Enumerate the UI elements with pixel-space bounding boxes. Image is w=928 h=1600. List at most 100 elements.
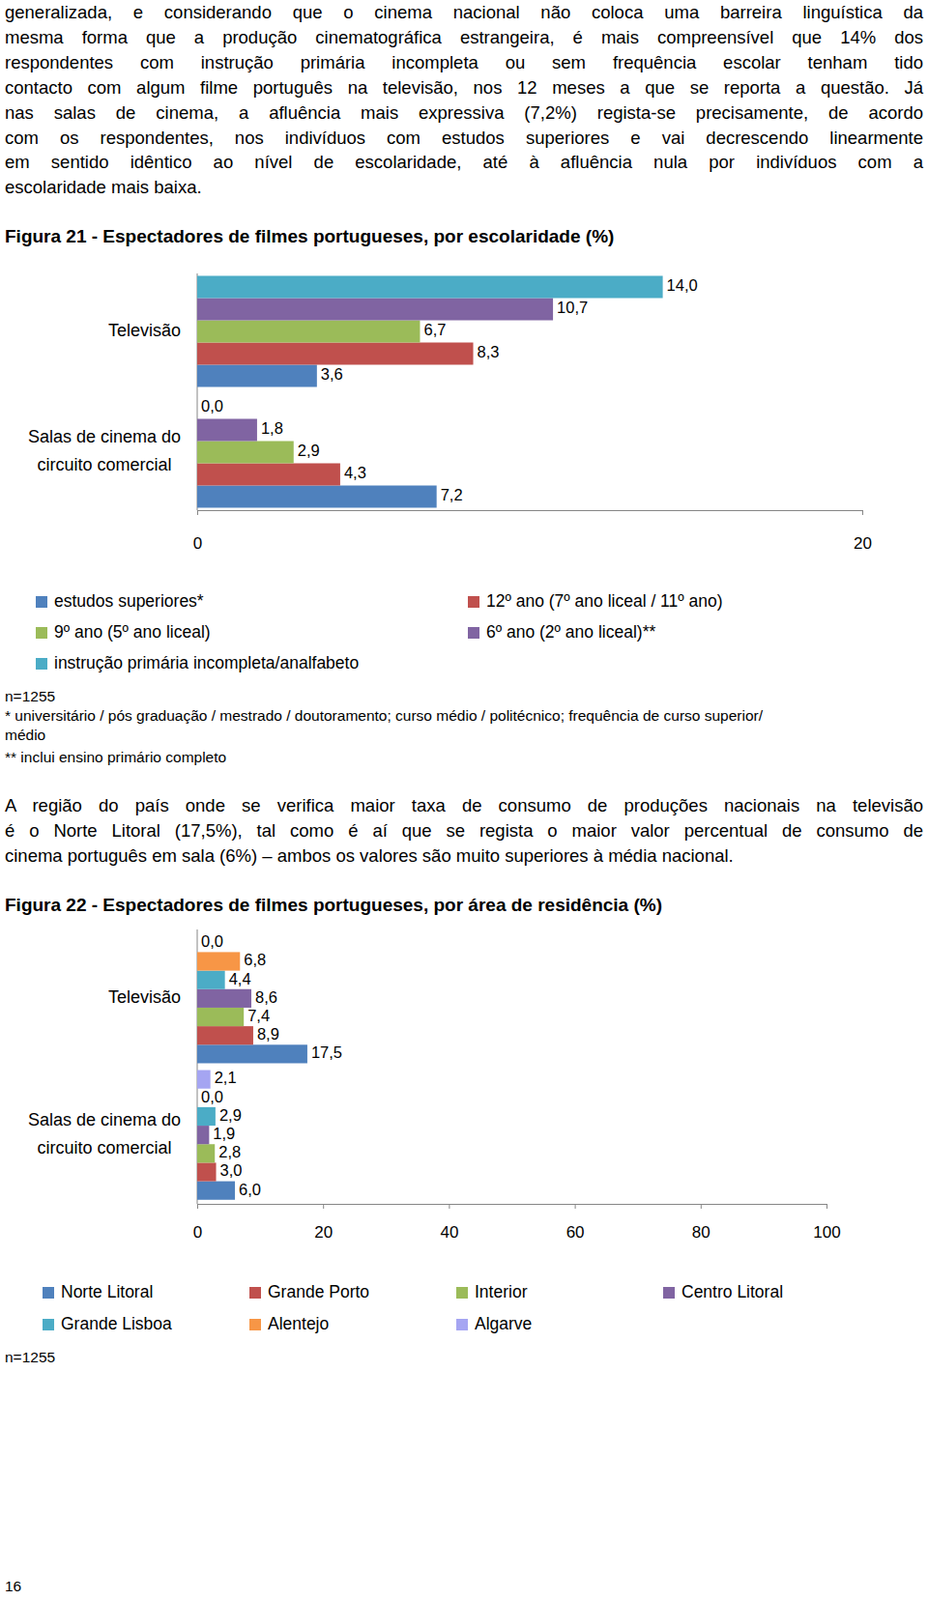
paragraph-line: em sentido idêntico ao nível de escolari… — [4, 149, 924, 175]
legend-item: 12º ano (7º ano liceal / 11º ano) — [467, 591, 724, 611]
tick-label: 80 — [692, 1223, 711, 1243]
data-label: 7,4 — [247, 1007, 270, 1025]
data-label: 6,7 — [423, 320, 446, 339]
axis-line — [198, 511, 864, 517]
data-label: 0,0 — [201, 1088, 224, 1106]
bar — [197, 952, 240, 971]
legend-swatch — [42, 1287, 55, 1300]
tick-mark — [322, 1204, 324, 1210]
note: n=1255 — [4, 688, 56, 705]
legend-label: Grande Lisboa — [60, 1314, 173, 1334]
data-label: 2,1 — [214, 1069, 237, 1087]
data-label: 3,0 — [220, 1161, 243, 1180]
paragraph-line: escolaridade mais baixa. — [4, 174, 924, 201]
tick-label: 60 — [566, 1223, 585, 1243]
bar — [197, 1126, 209, 1145]
paragraph-line: generalizada, e considerando que o cinem… — [4, 0, 924, 26]
tick-label: 100 — [812, 1223, 841, 1243]
bar — [197, 1008, 244, 1027]
category-label: Salas de cinema docircuito comercial — [28, 427, 181, 475]
chart-title: Figura 21 - Espectadores de filmes portu… — [4, 225, 614, 249]
legend-swatch — [249, 1319, 261, 1332]
legend-item: Grande Porto — [249, 1282, 370, 1303]
bar — [197, 397, 199, 420]
data-label: 2,9 — [219, 1106, 242, 1125]
note: ** inclui ensino primário completo — [4, 749, 227, 766]
bar — [197, 365, 318, 388]
bar — [197, 343, 474, 366]
category-label: Televisão — [108, 320, 181, 341]
tick: 20 — [314, 1204, 333, 1243]
bar — [197, 419, 258, 442]
bars — [197, 276, 664, 509]
data-label: 6,8 — [243, 951, 266, 969]
tick-mark — [197, 510, 199, 516]
category-label: Salas de cinema docircuito comercial — [28, 1110, 181, 1159]
legend-label: Grande Porto — [267, 1282, 370, 1303]
bar — [197, 971, 226, 990]
note: * universitário / pós graduação / mestra… — [4, 707, 764, 725]
legend-swatch — [467, 596, 480, 609]
bar — [197, 1144, 215, 1163]
data-label: 0,0 — [201, 932, 224, 951]
note: médio — [4, 726, 46, 744]
legend-item: 9º ano (5º ano liceal) — [35, 622, 211, 642]
legend-label: Norte Litoral — [60, 1282, 153, 1303]
data-labels: 3,67,28,34,36,72,910,71,814,00,0 — [201, 276, 698, 504]
data-label: 8,6 — [255, 988, 278, 1007]
paragraph-line: respondentes com instrução primária inco… — [4, 50, 924, 76]
bar — [197, 1044, 308, 1064]
bar — [197, 441, 294, 464]
data-label: 8,3 — [477, 343, 500, 361]
legend-swatch — [456, 1287, 468, 1300]
chart: 0 20 Televisão Salas de cinema docircuito c… — [4, 273, 872, 766]
tick-mark — [862, 510, 864, 516]
legend-swatch — [249, 1287, 261, 1300]
legend-label: 9º ano (5º ano liceal) — [54, 622, 211, 642]
legend-item: Grande Lisboa — [42, 1314, 173, 1334]
legend-item: Norte Litoral — [42, 1282, 153, 1303]
data-label: 8,9 — [257, 1025, 280, 1044]
bars — [197, 952, 308, 1200]
data-labels: 17,56,08,93,07,42,88,61,94,42,96,80,00,0… — [201, 932, 343, 1198]
tick: 80 — [692, 1204, 711, 1243]
tick: 0 — [193, 1204, 203, 1243]
bar — [197, 1089, 199, 1108]
legend-item: estudos superiores* — [35, 591, 204, 611]
paragraph-line: cinema português em sala (6%) – ambos os… — [4, 843, 924, 870]
legend-swatch — [35, 596, 48, 609]
axis-line — [198, 1205, 828, 1211]
bar — [197, 1162, 217, 1182]
chart: 020406080100TelevisãoSalas de cinema doc… — [4, 929, 841, 1366]
paragraph-line: A região do país onde se verifica maior … — [4, 793, 924, 819]
tick: 0 — [193, 510, 203, 553]
bar — [197, 1107, 216, 1127]
bar — [197, 298, 553, 321]
legend-label: Interior — [474, 1282, 528, 1303]
legend-label: estudos superiores* — [54, 591, 204, 611]
legend-swatch — [42, 1319, 55, 1332]
data-label: 0,0 — [201, 397, 224, 415]
paragraph-line: é o Norte Litoral (17,5%), tal como é aí… — [4, 818, 924, 844]
legend-label: Alentejo — [267, 1314, 329, 1334]
tick-mark — [826, 1204, 828, 1210]
tick-label: 20 — [314, 1223, 333, 1243]
tick: 20 — [853, 510, 872, 553]
legend-label: 6º ano (2º ano liceal)** — [486, 622, 656, 642]
tick-mark — [197, 1204, 199, 1210]
data-label: 2,8 — [218, 1143, 241, 1161]
paragraph-line: com os respondentes, nos indivíduos com … — [4, 125, 924, 151]
bar — [197, 1071, 211, 1090]
tick-label: 20 — [853, 534, 872, 553]
data-label: 14,0 — [667, 276, 698, 294]
x-axis: 0 20 — [193, 510, 872, 553]
bar — [197, 1026, 254, 1045]
data-label: 1,9 — [212, 1125, 235, 1143]
tick: 60 — [566, 1204, 585, 1243]
bar — [197, 486, 437, 509]
data-label: 4,3 — [344, 464, 367, 482]
x-axis: 020406080100 — [193, 1204, 841, 1243]
paragraph-line: nas salas de cinema, a afluência mais ex… — [4, 100, 924, 126]
legend-item: Interior — [456, 1282, 528, 1303]
legend-label: Algarve — [474, 1314, 532, 1334]
